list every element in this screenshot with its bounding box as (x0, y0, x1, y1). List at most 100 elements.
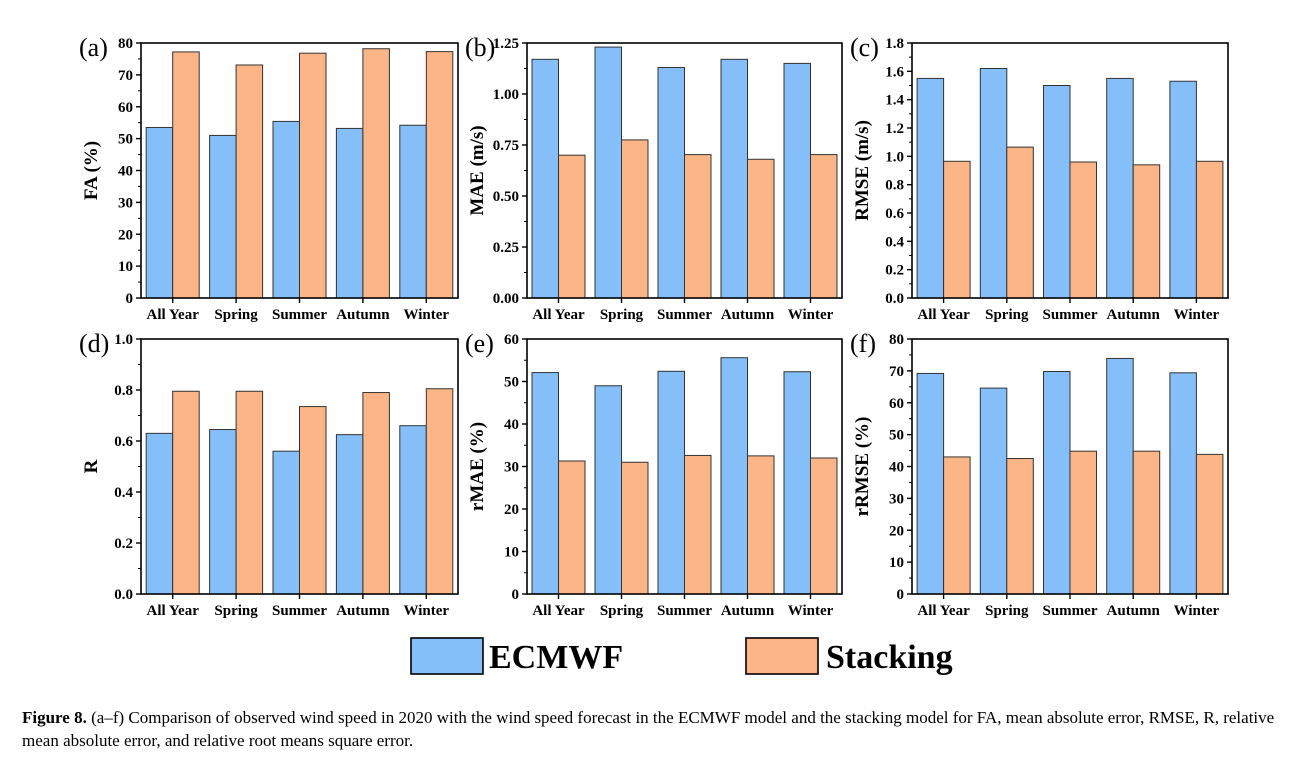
bar-stacking-all-year (172, 390, 200, 595)
y-tick-label: 0.25 (493, 240, 519, 256)
x-tick-label: Winter (788, 307, 834, 323)
y-tick-label: 0 (897, 587, 905, 603)
bar-ecmwf-summer (272, 450, 300, 595)
bar-ecmwf-spring (979, 68, 1008, 299)
y-tick-label: 60 (889, 396, 904, 412)
bar-stacking-autumn (747, 455, 775, 595)
bar-ecmwf-winter (783, 371, 811, 595)
x-tick-label: Spring (214, 307, 258, 323)
legend-label-ecmwf: ECMWF (489, 639, 623, 676)
bar-ecmwf-summer (1043, 85, 1071, 299)
panel-d: 0.0 0.2 0.4 0.6 0.8 1.0 All Year Spring Summer Au… (79, 329, 459, 619)
x-tick-label: Winter (788, 603, 834, 619)
bar-stacking-winter (810, 457, 838, 595)
bar-ecmwf-summer (657, 370, 685, 595)
y-tick-label: 30 (889, 491, 904, 507)
x-tick-label: Autumn (336, 603, 390, 619)
caption-label: Figure 8. (22, 708, 87, 727)
y-axis-title: MAE (m/s) (467, 125, 488, 215)
bar-stacking-spring (621, 139, 649, 299)
bar-stacking-all-year (558, 154, 586, 299)
x-tick-label: Autumn (721, 603, 775, 619)
y-tick-label: 0.8 (114, 383, 133, 399)
panel-c: 0.0 0.2 0.4 0.6 0.8 1.0 1.2 1.4 1.6 1.8 All Year Sp… (850, 33, 1229, 323)
y-tick-label: 50 (504, 375, 519, 391)
y-tick-label: 1.2 (885, 121, 904, 137)
x-tick-label: Summer (1043, 307, 1098, 323)
bar-stacking-all-year (943, 160, 971, 299)
y-tick-label: 0.4 (114, 485, 133, 501)
bar-stacking-autumn (362, 48, 390, 299)
x-tick-label: Summer (272, 603, 327, 619)
y-tick-label: 60 (504, 332, 519, 348)
bar-stacking-winter (1195, 160, 1224, 299)
bar-ecmwf-spring (209, 429, 237, 595)
bar-stacking-autumn (747, 158, 775, 299)
y-tick-label: 1.0 (885, 149, 904, 165)
legend: ECMWF Stacking (410, 637, 953, 676)
x-tick-label: Summer (272, 307, 327, 323)
y-tick-label: 80 (889, 332, 904, 348)
bar-stacking-autumn (1132, 450, 1161, 595)
x-tick-label: Autumn (721, 307, 775, 323)
bar-stacking-summer (684, 154, 712, 299)
legend-swatch-stacking (745, 637, 819, 675)
caption-text: (a–f) Comparison of observed wind speed … (22, 708, 1275, 750)
y-axis-title: RMSE (m/s) (852, 120, 873, 221)
y-tick-label: 1.8 (885, 36, 904, 52)
bar-ecmwf-all-year (531, 58, 559, 299)
y-tick-label: 20 (118, 227, 133, 243)
x-tick-label: All Year (532, 307, 585, 323)
bar-stacking-spring (621, 461, 649, 595)
bar-ecmwf-autumn (335, 127, 364, 299)
y-axis-title: rMAE (%) (467, 422, 488, 511)
x-tick-label: All Year (917, 603, 970, 619)
bar-stacking-spring (1006, 458, 1034, 595)
x-tick-label: Summer (657, 307, 712, 323)
bar-stacking-summer (1069, 161, 1097, 299)
bar-stacking-summer (299, 406, 327, 595)
y-tick-label: 0.00 (493, 291, 519, 307)
y-tick-label: 50 (118, 132, 133, 148)
y-tick-label: 30 (118, 195, 133, 211)
x-tick-label: Spring (600, 603, 644, 619)
panel-a: 0 10 20 30 40 50 60 70 80 All Year Spring Summer Aut… (79, 33, 459, 323)
bar-stacking-winter (425, 388, 454, 595)
y-tick-label: 0.2 (885, 263, 904, 279)
x-tick-label: Autumn (336, 307, 390, 323)
y-tick-label: 20 (504, 502, 519, 518)
x-tick-label: All Year (147, 307, 200, 323)
y-tick-label: 0 (512, 587, 520, 603)
legend-swatch-ecmwf (410, 637, 484, 675)
panel-f: 0 10 20 30 40 50 60 70 80 All Year Spring Summer Aut… (850, 329, 1229, 619)
y-tick-label: 1.4 (885, 93, 904, 109)
bar-ecmwf-winter (399, 425, 427, 595)
x-tick-label: Winter (1174, 307, 1220, 323)
x-tick-label: Summer (1043, 603, 1098, 619)
y-tick-label: 70 (118, 68, 133, 84)
y-tick-label: 40 (504, 417, 519, 433)
y-tick-label: 0.2 (114, 536, 133, 552)
y-tick-label: 0.0 (885, 291, 904, 307)
x-tick-label: Spring (985, 307, 1029, 323)
y-tick-label: 40 (118, 164, 133, 180)
y-tick-label: 10 (889, 555, 904, 571)
bar-ecmwf-all-year (916, 372, 945, 595)
x-tick-label: Autumn (1107, 307, 1161, 323)
x-tick-label: Winter (1174, 603, 1220, 619)
bar-ecmwf-autumn (335, 434, 364, 595)
bar-stacking-autumn (1132, 164, 1161, 299)
bar-stacking-summer (684, 454, 712, 595)
bar-stacking-all-year (558, 460, 586, 595)
bar-stacking-all-year (172, 51, 200, 299)
bar-stacking-autumn (362, 392, 390, 595)
y-tick-label: 50 (889, 428, 904, 444)
figure-caption: Figure 8. (a–f) Comparison of observed w… (22, 706, 1277, 752)
x-tick-label: Spring (600, 307, 644, 323)
y-axis-title: rRMSE (%) (852, 417, 873, 517)
y-tick-label: 40 (889, 460, 904, 476)
x-tick-label: Spring (214, 603, 258, 619)
bar-ecmwf-summer (657, 66, 685, 299)
y-tick-label: 0.0 (114, 587, 133, 603)
panel-label: (e) (465, 329, 494, 358)
